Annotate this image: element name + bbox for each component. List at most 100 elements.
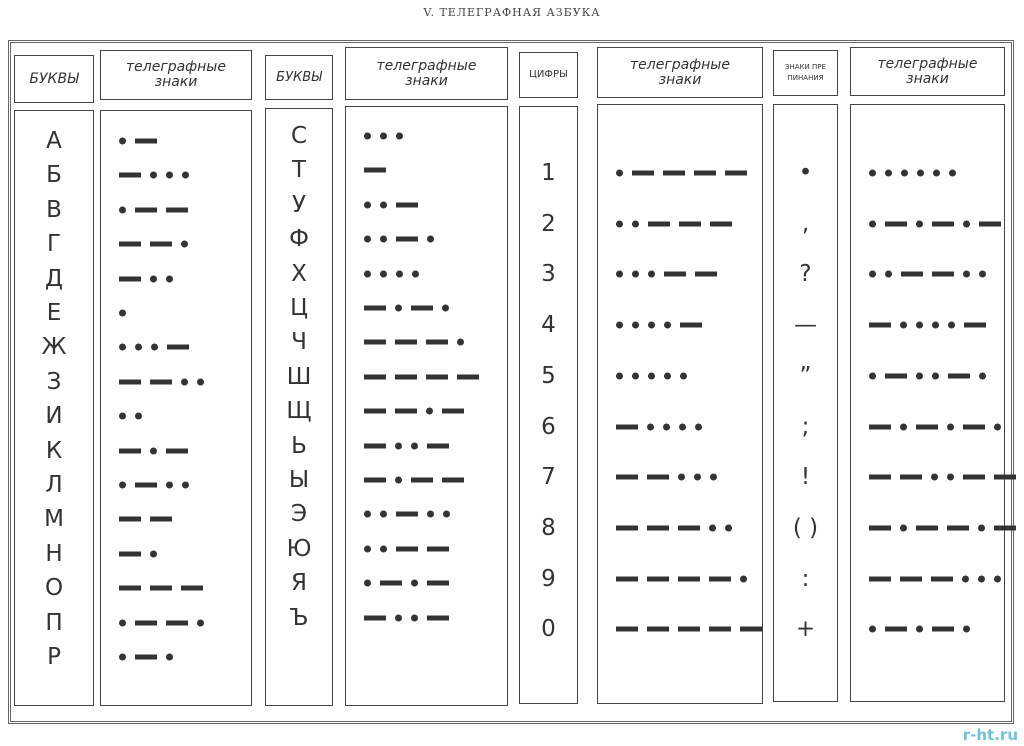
- symbol: Э: [290, 501, 308, 528]
- morse-code: [364, 510, 450, 518]
- header-punct-line1: ЗНАКИ ПРЕ: [785, 63, 826, 71]
- morse-dash: [411, 477, 433, 483]
- morse-dash: [427, 443, 449, 449]
- morse-dot: [182, 171, 189, 179]
- symbol: 9: [541, 565, 556, 592]
- morse-dot: [916, 220, 923, 228]
- morse-dash: [442, 477, 464, 483]
- morse-dash: [725, 170, 747, 176]
- morse-dash: [632, 170, 654, 176]
- header-codes-1: телеграфные знаки: [100, 50, 252, 100]
- morse-dot: [151, 343, 158, 351]
- morse-code: [364, 442, 449, 450]
- morse-dot: [181, 378, 188, 386]
- morse-code: [119, 412, 142, 420]
- morse-dash: [869, 322, 891, 328]
- morse-code: [869, 372, 986, 380]
- morse-dot: [443, 510, 450, 518]
- morse-dot: [933, 169, 940, 177]
- morse-dot: [901, 169, 908, 177]
- symbol: Г: [46, 231, 62, 258]
- symbol: М: [44, 506, 64, 533]
- morse-dot: [364, 545, 371, 553]
- morse-dot: [395, 476, 402, 484]
- morse-code: [616, 473, 717, 481]
- morse-code: [364, 476, 464, 484]
- morse-code: [364, 132, 403, 140]
- codes-column-1: [100, 110, 252, 706]
- morse-dot: [119, 309, 126, 317]
- morse-dash: [979, 221, 1001, 227]
- morse-dot: [411, 579, 418, 587]
- morse-dash: [380, 580, 402, 586]
- morse-dot: [150, 447, 157, 455]
- morse-dot: [680, 372, 687, 380]
- morse-dot: [916, 625, 923, 633]
- symbol: !: [800, 464, 811, 491]
- morse-dash: [427, 546, 449, 552]
- punctuation-column: •,? — ”;! ( ): +: [773, 104, 838, 702]
- symbol: С: [290, 123, 308, 149]
- morse-dot: [869, 372, 876, 380]
- morse-dash: [411, 305, 433, 311]
- morse-dot: [457, 338, 464, 346]
- morse-code: [119, 206, 188, 214]
- morse-dot: [632, 321, 639, 329]
- morse-dash: [150, 516, 172, 522]
- symbol: Е: [46, 300, 62, 326]
- morse-dash: [135, 620, 157, 626]
- morse-dot: [380, 270, 387, 278]
- morse-dot: [963, 625, 970, 633]
- morse-dash: [166, 207, 188, 213]
- morse-dash: [364, 477, 386, 483]
- morse-dash: [364, 408, 386, 414]
- morse-dot: [869, 220, 876, 228]
- morse-dash: [678, 525, 700, 531]
- morse-dash: [119, 516, 141, 522]
- morse-dot: [197, 378, 204, 386]
- morse-code: [364, 167, 386, 173]
- symbol: ,: [801, 210, 810, 237]
- morse-dot: [427, 235, 434, 243]
- symbol: 1: [541, 160, 556, 186]
- morse-code: [119, 343, 189, 351]
- morse-code: [869, 321, 986, 329]
- morse-code: [869, 270, 986, 278]
- morse-dot: [740, 575, 747, 583]
- symbol: Я: [291, 570, 307, 597]
- morse-code: [869, 575, 1001, 583]
- morse-dash: [181, 585, 203, 591]
- morse-dot: [412, 270, 419, 278]
- morse-dash: [916, 424, 938, 429]
- morse-dot: [932, 321, 939, 329]
- morse-dash: [119, 585, 141, 591]
- morse-dash: [396, 511, 418, 517]
- morse-dot: [380, 132, 387, 140]
- morse-dash: [119, 448, 141, 454]
- morse-dash: [427, 580, 449, 586]
- morse-dot: [931, 473, 938, 481]
- morse-code: [364, 270, 419, 278]
- morse-dot: [426, 407, 433, 415]
- symbol: О: [44, 575, 64, 602]
- morse-dash: [648, 221, 670, 227]
- morse-dot: [963, 220, 970, 228]
- morse-dash: [931, 576, 953, 582]
- morse-code: [869, 423, 1001, 430]
- morse-code: [119, 585, 203, 591]
- morse-dot: [962, 575, 969, 583]
- morse-dot: [119, 343, 126, 351]
- morse-dash: [901, 271, 923, 277]
- header-codes-4: телеграфные знаки: [850, 47, 1005, 96]
- morse-dot: [396, 132, 403, 140]
- morse-dash: [869, 576, 891, 582]
- table-frame: [8, 40, 1014, 724]
- morse-code: [616, 575, 747, 583]
- morse-dash: [396, 202, 418, 208]
- morse-dot: [710, 473, 717, 481]
- morse-code: [364, 201, 418, 209]
- symbol: К: [45, 437, 63, 464]
- morse-dot: [979, 372, 986, 380]
- morse-code: [119, 137, 157, 145]
- morse-code: [869, 625, 970, 633]
